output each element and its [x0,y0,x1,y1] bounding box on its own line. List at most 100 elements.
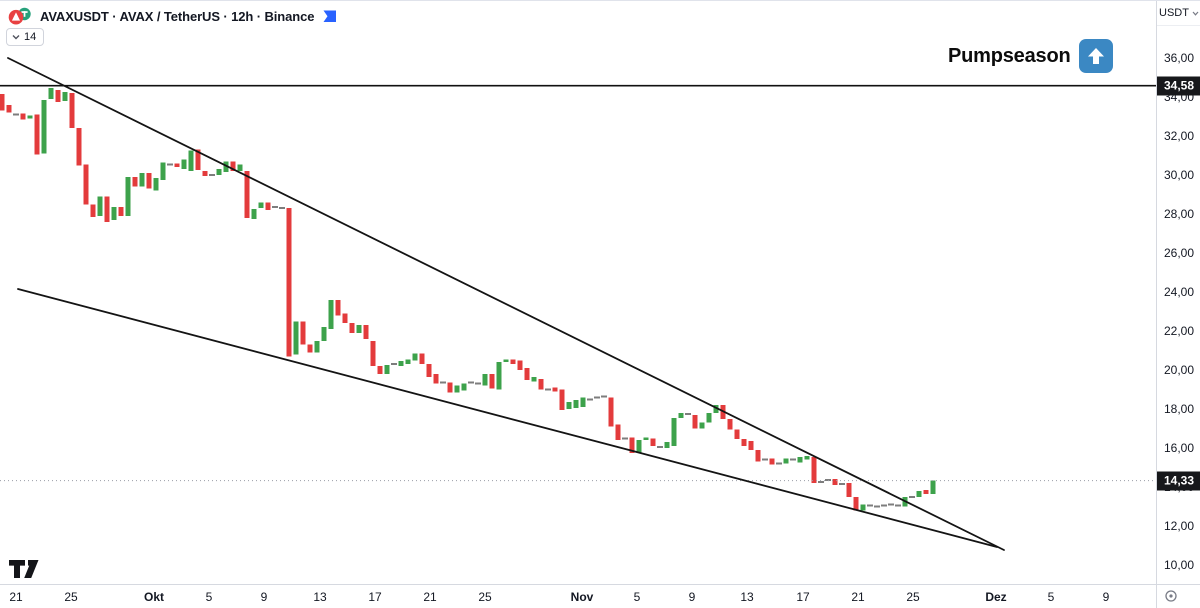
time-tick-label: 21 [851,590,865,604]
candle [482,373,488,386]
candle [111,207,117,220]
avax-logo-icon [8,9,24,25]
candle [97,196,103,216]
doji-candle [866,504,874,507]
trendline-upper-wedge-line[interactable] [7,57,1005,551]
symbol-header: AVAXUSDT · AVAX / TetherUS · 12h · Binan… [8,7,338,25]
candle [363,325,369,339]
time-tick-label: 25 [64,590,78,604]
candle [692,414,698,429]
axis-unit-label: USDT [1159,7,1189,19]
candle [118,207,124,216]
price-axis[interactable]: USDT 36,00 34,00 32,00 30,00 28,00 26,00 24,00… [1156,1,1200,584]
price-tick-label: 28,00 [1163,207,1195,221]
chevron-down-icon [1192,11,1199,16]
doji-candle [817,481,825,484]
candle [6,104,12,113]
doji-candle [838,483,846,486]
candle [146,173,152,189]
axis-corner-divider [1156,585,1157,608]
symbol-title[interactable]: AVAXUSDT · AVAX / TetherUS · 12h · Binan… [40,8,315,24]
doji-candle [586,398,594,401]
candle [314,340,320,353]
up-arrow-icon [1079,39,1114,73]
time-axis[interactable]: 21 25 Okt 5 9 13 17 21 25 Nov 5 9 13 17 21 25 Dez 5 9 [0,584,1200,608]
price-tick-label: 26,00 [1163,246,1195,260]
doji-candle [873,505,881,508]
candle [811,456,817,484]
candle [454,385,460,393]
candle [846,483,852,497]
axis-settings-icon[interactable] [1164,589,1178,603]
candle [426,364,432,377]
candle [90,204,96,217]
candle [552,387,558,392]
time-tick-label: 5 [205,590,213,604]
time-tick-label: Dez [985,590,1007,604]
candle [797,456,803,463]
chart-plot-area[interactable] [0,1,1156,584]
candle [34,114,40,155]
candle [650,438,656,447]
flag-icon[interactable] [321,9,338,24]
doji-candle [278,207,286,210]
time-tick-label: Okt [143,590,165,604]
doji-candle [208,174,216,176]
candle [356,325,362,333]
time-tick-label: Nov [570,590,594,604]
price-tick-label: 32,00 [1163,129,1195,143]
candle [538,378,544,390]
candle [573,400,579,409]
tradingview-logo-icon[interactable] [8,559,40,584]
candle [503,359,509,363]
candle [62,92,68,101]
candle [237,164,243,172]
candle [510,359,516,365]
candle [678,412,684,418]
candle [713,405,719,413]
candle [244,171,250,218]
candle [349,323,355,333]
candle [132,176,138,187]
candle [69,93,75,129]
candle [370,340,376,367]
candle [783,458,789,464]
candle [48,88,54,99]
axis-unit-dropdown[interactable]: USDT [1157,1,1200,26]
candle [160,162,166,180]
time-tick-label: 21 [9,590,23,604]
time-tick-label: 5 [633,590,641,604]
doji-candle [166,163,174,166]
candle [342,313,348,324]
doji-candle [887,503,895,506]
price-tick-label: 30,00 [1163,168,1195,182]
candle [321,327,327,341]
indicator-legend-toggle[interactable]: 14 [6,28,45,46]
pumpseason-label: Pumpseason [948,44,1071,67]
candle [419,353,425,365]
candle [629,437,635,453]
doji-candle [789,458,797,461]
candle [524,368,530,380]
doji-candle [593,396,601,399]
candle [496,362,502,390]
candle [286,208,292,357]
candle [335,299,341,316]
candle [755,449,761,462]
candle [251,209,257,219]
time-tick-label: 9 [260,590,268,604]
chevron-down-icon [12,34,20,40]
candle [608,397,614,427]
time-tick-label: 17 [796,590,810,604]
candle [748,441,754,450]
pumpseason-annotation[interactable]: Pumpseason [948,39,1114,73]
candle [41,99,47,154]
trendline-lower-wedge-line[interactable] [17,288,998,548]
candle [916,490,922,497]
time-tick-label: 13 [740,590,754,604]
doji-candle [439,381,447,384]
candle [433,373,439,384]
candle [461,383,467,391]
candlestick-chart[interactable] [0,1,1156,584]
